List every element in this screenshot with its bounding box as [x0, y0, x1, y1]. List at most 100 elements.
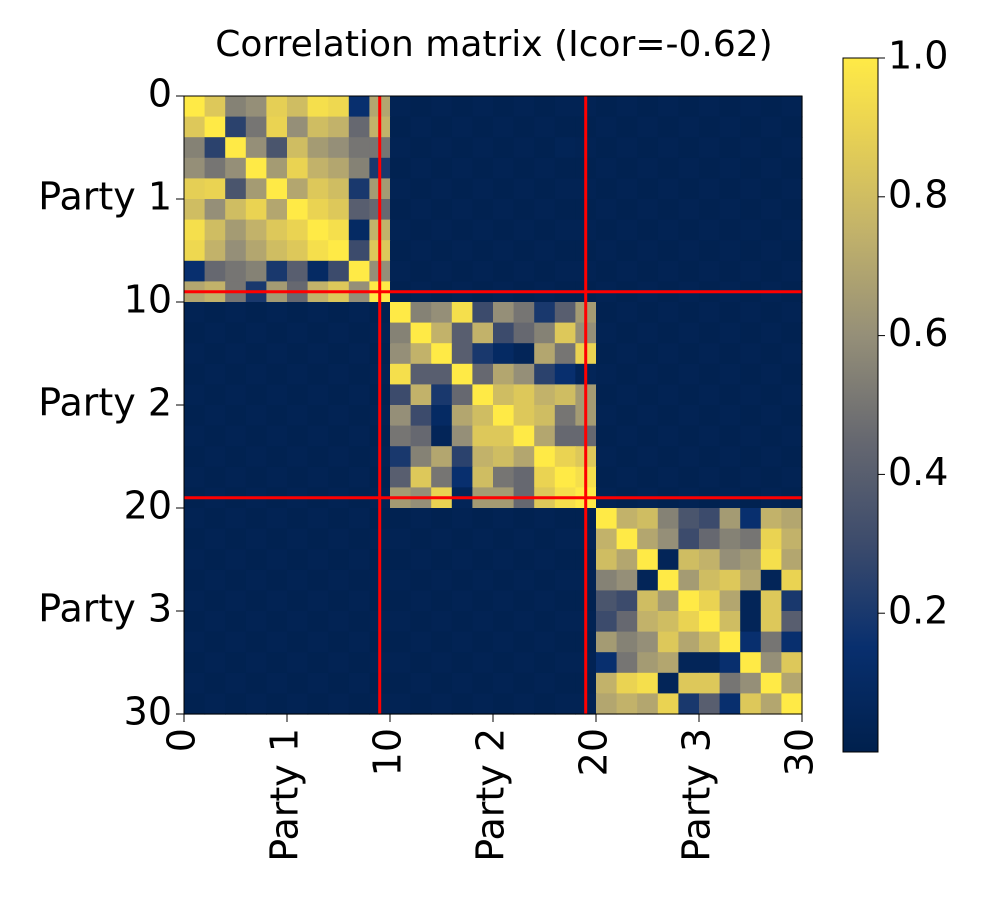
heatmap-cell [348, 240, 370, 262]
heatmap-cell [781, 446, 803, 468]
heatmap-cell [596, 96, 618, 118]
heatmap-cell [678, 240, 700, 262]
heatmap-cell [266, 652, 288, 674]
heatmap-cell [390, 116, 412, 138]
y-tick-label: 0 [148, 72, 172, 116]
heatmap-cell [245, 96, 267, 118]
heatmap-cell [431, 425, 453, 447]
heatmap-cell [678, 569, 700, 591]
heatmap-cell [554, 611, 576, 633]
heatmap-cell [616, 96, 638, 118]
heatmap-cell [534, 631, 556, 653]
heatmap-cell [225, 425, 247, 447]
heatmap-cell [266, 240, 288, 262]
heatmap-cell [287, 652, 309, 674]
heatmap-cell [472, 405, 494, 427]
heatmap-cell [719, 219, 741, 241]
heatmap-cell [328, 157, 350, 179]
heatmap-cell [328, 363, 350, 385]
heatmap-cell [328, 260, 350, 282]
heatmap-cell [390, 178, 412, 200]
heatmap-cell [390, 199, 412, 221]
heatmap-cell [287, 528, 309, 550]
heatmap-cell [596, 590, 618, 612]
heatmap-cell [719, 178, 741, 200]
heatmap-cell [719, 611, 741, 633]
heatmap-cell [699, 508, 721, 530]
heatmap-cell [616, 466, 638, 488]
heatmap-cell [225, 240, 247, 262]
heatmap-cell [493, 631, 515, 653]
heatmap-cell [740, 590, 762, 612]
heatmap-cell [204, 96, 226, 118]
heatmap-cell [493, 405, 515, 427]
heatmap-cell [637, 219, 659, 241]
heatmap-cell [657, 631, 679, 653]
heatmap-cell [534, 384, 556, 406]
heatmap-cell [328, 96, 350, 118]
heatmap-cell [225, 322, 247, 344]
heatmap-cell [328, 302, 350, 324]
heatmap-cell [348, 446, 370, 468]
heatmap-cell [493, 611, 515, 633]
heatmap-cell [637, 178, 659, 200]
heatmap-cell [287, 590, 309, 612]
heatmap-cell [760, 116, 782, 138]
heatmap-cell [760, 446, 782, 468]
heatmap-cell [472, 137, 494, 159]
heatmap-cell [245, 549, 267, 571]
heatmap-cell [781, 240, 803, 262]
heatmap-cell [266, 446, 288, 468]
heatmap-cell [637, 384, 659, 406]
heatmap-cell [616, 590, 638, 612]
heatmap-cell [390, 322, 412, 344]
heatmap-cell [266, 569, 288, 591]
heatmap-cell [245, 240, 267, 262]
heatmap-cell [410, 116, 432, 138]
heatmap-cell [637, 446, 659, 468]
heatmap-cell [534, 590, 556, 612]
heatmap-cell [596, 157, 618, 179]
heatmap-cell [513, 446, 535, 468]
heatmap-cell [699, 672, 721, 694]
heatmap-cell [513, 672, 535, 694]
heatmap-cell [493, 157, 515, 179]
heatmap-cell [307, 96, 329, 118]
heatmap-cell [760, 693, 782, 715]
heatmap-cell [431, 199, 453, 221]
heatmap-cell [554, 528, 576, 550]
heatmap-cell [472, 652, 494, 674]
heatmap-cell [596, 652, 618, 674]
heatmap-cell [596, 384, 618, 406]
heatmap-cell [266, 302, 288, 324]
heatmap-cell [657, 240, 679, 262]
heatmap-cell [781, 343, 803, 365]
heatmap-cell [266, 199, 288, 221]
heatmap-cell [225, 302, 247, 324]
heatmap-cell [719, 528, 741, 550]
heatmap-cell [451, 178, 473, 200]
heatmap-cell [225, 672, 247, 694]
y-tick-label: Party 2 [38, 381, 172, 425]
heatmap-cell [184, 672, 206, 694]
heatmap-cell [678, 137, 700, 159]
heatmap-cell [513, 322, 535, 344]
heatmap-cell [451, 157, 473, 179]
heatmap-cell [637, 590, 659, 612]
heatmap-cell [245, 425, 267, 447]
heatmap-cell [678, 363, 700, 385]
heatmap-cell [204, 693, 226, 715]
heatmap-cell [225, 549, 247, 571]
heatmap-cell [431, 240, 453, 262]
heatmap-cell [699, 116, 721, 138]
heatmap-cell [225, 116, 247, 138]
heatmap-cell [184, 302, 206, 324]
heatmap-cell [513, 611, 535, 633]
heatmap-cell [493, 199, 515, 221]
heatmap-cell [307, 343, 329, 365]
heatmap-cell [472, 96, 494, 118]
heatmap-cell [348, 322, 370, 344]
heatmap-cell [204, 157, 226, 179]
heatmap-cell [287, 611, 309, 633]
heatmap-cell [328, 425, 350, 447]
